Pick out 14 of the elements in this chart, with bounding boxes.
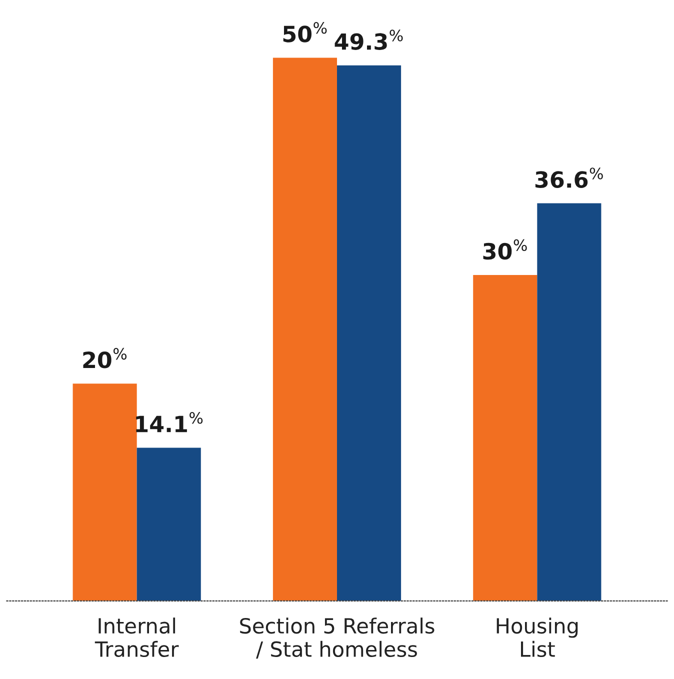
bar: [537, 203, 602, 601]
x-tick-label: Housing List: [496, 618, 578, 658]
bar: [473, 274, 538, 601]
bar: [72, 384, 137, 601]
bar: [337, 65, 402, 601]
bar: [136, 448, 201, 601]
data-label: 49.3$^{%}$: [334, 30, 403, 50]
data-label: 36.6$^{%}$: [535, 168, 603, 188]
data-label: 50$^{%}$: [283, 22, 327, 42]
x-tick-label: Section 5 Referrals / Stat homeless: [240, 618, 434, 659]
data-label: 20$^{%}$: [83, 348, 127, 368]
bar: [272, 58, 337, 601]
data-label: 30$^{%}$: [483, 239, 527, 260]
x-tick-label: Internal Transfer: [94, 618, 179, 658]
